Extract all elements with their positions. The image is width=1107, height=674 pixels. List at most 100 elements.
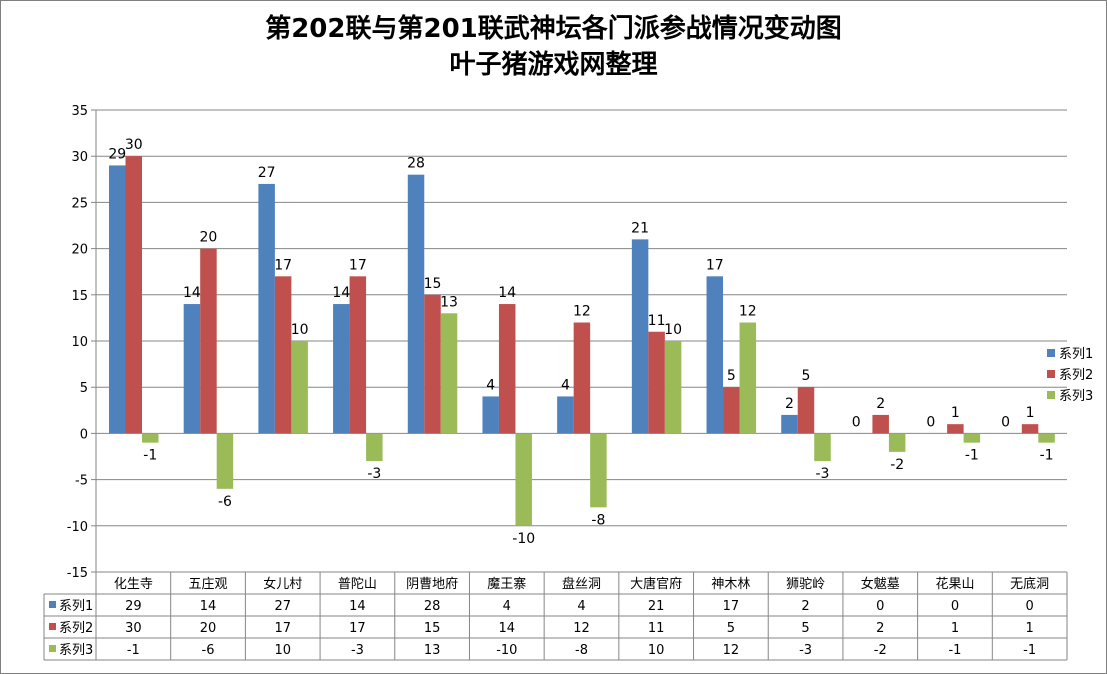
data-label: 2 [785,396,794,412]
bar-series2 [200,248,217,434]
table-cell: 17 [349,621,366,636]
bar-series2 [723,387,740,434]
data-label: 0 [1001,414,1010,430]
table-cell: 30 [125,621,142,636]
table-cell: 12 [723,643,740,658]
table-cell: 14 [200,599,217,614]
bar-series3 [664,341,682,434]
table-cell: -1 [127,643,140,658]
data-label: 14 [332,285,350,301]
data-label: 21 [631,220,649,236]
bar-series2 [648,331,665,434]
y-tick-label: 25 [71,196,88,211]
data-label: -6 [218,494,232,510]
table-cell: -8 [575,643,588,658]
bar-series2 [349,276,367,434]
y-tick-label: 30 [71,150,88,165]
table-cell: 13 [424,643,441,658]
table-cell: -3 [799,643,812,658]
table-cell: 15 [424,621,441,636]
table-cell: -10 [496,643,517,658]
table-cell: 5 [727,621,735,636]
data-label: -3 [367,466,381,482]
bar-series2 [498,304,516,434]
table-cell: 20 [200,621,217,636]
bar-series3 [440,313,458,434]
data-label: 4 [561,377,570,393]
y-tick-label: 10 [71,335,88,350]
table-cell: 17 [274,621,291,636]
data-label: 1 [1026,405,1035,421]
data-label: -8 [591,512,605,528]
x-category-label: 女魃墓 [861,576,900,592]
data-label: -1 [965,448,979,464]
data-label: 14 [183,285,201,301]
data-label: 5 [727,368,736,384]
data-label: 30 [125,137,143,153]
data-label: -10 [512,531,535,547]
x-category-label: 魔王寨 [487,576,526,592]
bar-series2 [274,276,292,434]
data-label: 4 [486,377,495,393]
table-cell: 29 [125,599,142,614]
data-label: -1 [1040,448,1054,464]
bar-series3 [515,433,532,526]
x-category-label: 狮驼岭 [786,576,825,592]
table-cell: 0 [951,599,959,614]
data-label: 0 [852,414,861,430]
data-label: 15 [424,276,442,292]
x-category-label: 五庄观 [189,576,228,592]
bar-series3 [142,433,159,443]
x-category-label: 化生寺 [114,577,153,592]
data-label: 1 [951,405,960,421]
x-category-label: 阴曹地府 [406,577,458,592]
bar-series3 [366,433,383,462]
bar-series1 [482,396,499,434]
table-series-name: 系列3 [59,643,93,658]
x-category-label: 花果山 [935,576,974,592]
y-tick-label: 5 [80,381,88,396]
table-cell: 21 [648,599,665,614]
data-label: 17 [274,257,292,273]
y-tick-label: -5 [75,474,88,489]
data-label: 27 [258,165,276,181]
bar-series1 [781,414,798,434]
data-label: 2 [876,396,885,412]
table-cell: 2 [876,621,884,636]
y-tick-label: 15 [71,289,88,304]
table-cell: 28 [424,599,441,614]
x-category-label: 女儿村 [263,576,302,592]
table-legend-key [49,645,56,652]
x-category-label: 盘丝洞 [562,576,601,592]
x-category-label: 神木林 [711,577,750,592]
x-category-label: 普陀山 [338,576,377,592]
table-cell: -1 [1023,643,1036,658]
bar-series1 [258,183,275,434]
data-label: 13 [440,294,458,310]
table-legend-key [49,623,56,630]
bar-series1 [706,276,724,434]
bar-series1 [631,239,649,434]
table-cell: 1 [951,621,959,636]
bar-series1 [333,304,350,434]
bar-series1 [557,396,574,434]
bar-series3 [1038,433,1055,443]
table-cell: 4 [503,599,511,614]
data-label: 10 [664,322,682,338]
data-label: 12 [573,304,591,320]
y-tick-label: 35 [71,104,88,119]
table-cell: 4 [577,599,585,614]
table-cell: -3 [351,643,364,658]
table-cell: 1 [1026,621,1034,636]
legend-label: 系列3 [1059,389,1093,404]
data-label: 17 [349,257,367,273]
table-cell: -2 [874,643,887,658]
table-cell: 17 [723,599,740,614]
bar-series2 [424,294,441,434]
table-legend-key [49,601,56,608]
data-label: -3 [815,466,829,482]
table-cell: 5 [801,621,809,636]
bar-series3 [739,322,757,434]
chart-title: 第202联与第201联武神坛各门派参战情况变动图 [265,14,842,44]
